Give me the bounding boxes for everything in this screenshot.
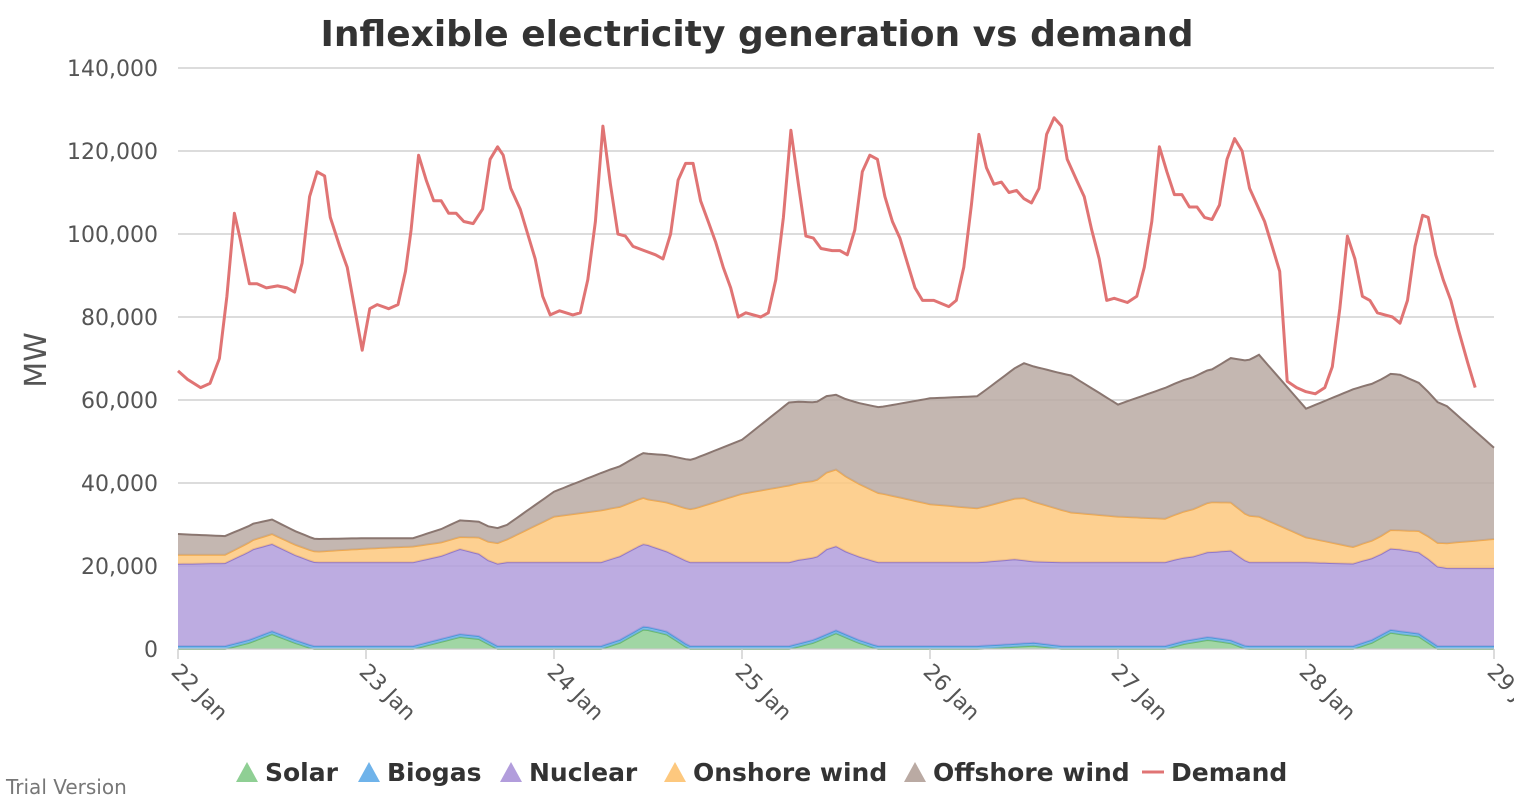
y-tick-label: 40,000 <box>81 472 158 497</box>
x-tick-label: 23 Jan <box>354 660 420 726</box>
y-axis-ticks: 0 20,000 40,000 60,000 80,000 100,000 120,000 1… <box>67 57 158 663</box>
onshore-wind-area <box>178 469 1494 569</box>
legend-label: Solar <box>265 758 339 787</box>
legend-label: Nuclear <box>529 758 638 787</box>
legend-label: Offshore wind <box>933 758 1130 787</box>
demand-line <box>177 116 1477 396</box>
y-axis-label: MW <box>19 332 54 388</box>
y-tick-label: 0 <box>144 638 158 663</box>
x-tick-label: 27 Jan <box>1106 660 1172 726</box>
x-tick-label: 22 Jan <box>166 660 232 726</box>
legend-label: Onshore wind <box>693 758 887 787</box>
y-tick-label: 100,000 <box>67 223 158 248</box>
y-tick-label: 60,000 <box>81 389 158 414</box>
y-tick-label: 120,000 <box>67 140 158 165</box>
chart-title: Inflexible electricity generation vs dem… <box>321 14 1194 55</box>
plot-areas <box>177 353 1495 650</box>
x-tick-label: 25 Jan <box>730 660 796 726</box>
legend-triangle-marker <box>664 762 686 782</box>
legend-label: Demand <box>1171 758 1287 787</box>
legend-triangle-marker <box>236 762 258 782</box>
offshore-wind-area <box>178 354 1494 555</box>
y-tick-label: 80,000 <box>81 306 158 331</box>
solar-area <box>178 629 1494 649</box>
legend-triangle-marker <box>904 762 926 782</box>
x-tick-label: 26 Jan <box>918 660 984 726</box>
plot-lines <box>177 116 1477 396</box>
legend-item-nuclear[interactable]: Nuclear <box>500 758 638 787</box>
y-tick-label: 140,000 <box>67 57 158 82</box>
offshore-wind-edge <box>177 353 1495 541</box>
legend-item-solar[interactable]: Solar <box>236 758 339 787</box>
legend-item-biogas[interactable]: Biogas <box>358 758 481 787</box>
x-axis-ticks: 22 Jan 23 Jan 24 Jan 25 Jan 26 Jan 27 Jan 28 J… <box>166 649 1514 726</box>
x-tick-label: 24 Jan <box>542 660 608 726</box>
legend-item-demand[interactable]: Demand <box>1142 758 1287 787</box>
watermark: Trial Version <box>5 775 127 799</box>
x-tick-label: 29 Jan <box>1482 660 1514 726</box>
legend-label: Biogas <box>387 758 481 787</box>
y-tick-label: 20,000 <box>81 555 158 580</box>
nuclear-area <box>178 544 1494 647</box>
legend-item-offshore-wind[interactable]: Offshore wind <box>904 758 1130 787</box>
legend-item-onshore-wind[interactable]: Onshore wind <box>664 758 887 787</box>
legend: Solar Biogas Nuclear Onshore wind Offshore w… <box>236 758 1287 787</box>
legend-triangle-marker <box>358 762 380 782</box>
x-tick-label: 28 Jan <box>1294 660 1360 726</box>
legend-triangle-marker <box>500 762 522 782</box>
